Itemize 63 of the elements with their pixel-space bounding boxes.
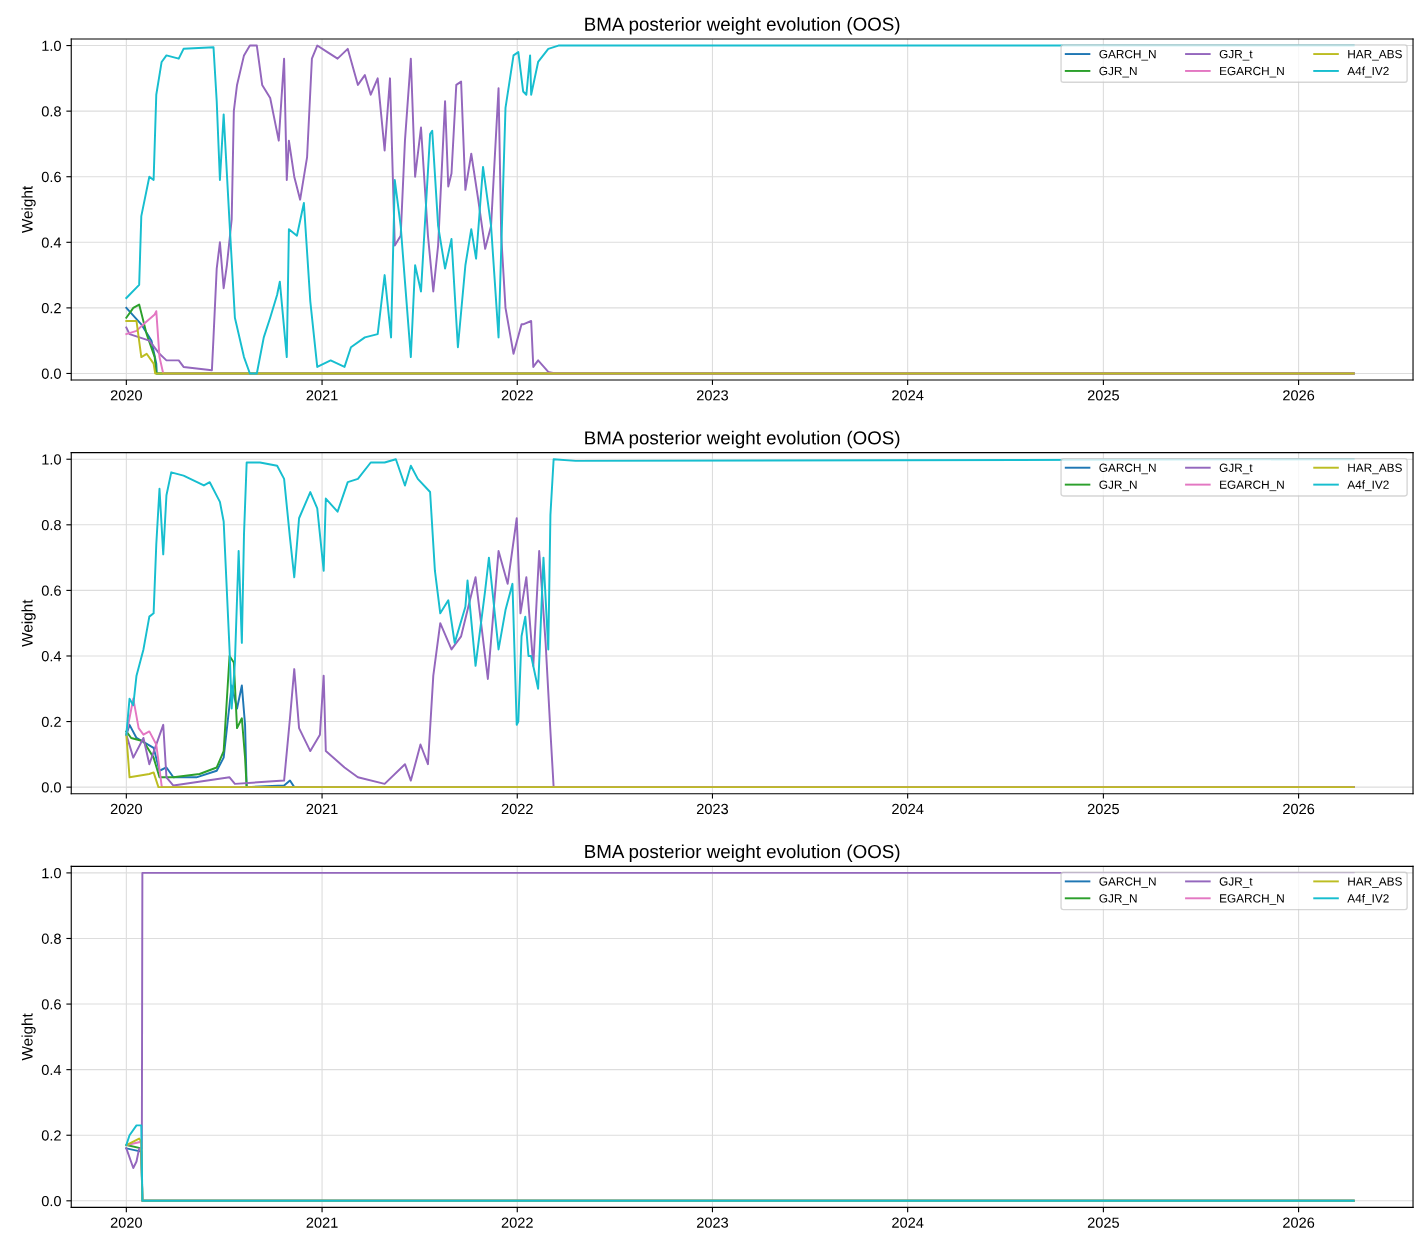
legend-label: GJR_t	[1219, 877, 1253, 888]
x-tick-label: 2020	[110, 390, 142, 401]
y-tick-label: 0.2	[41, 716, 61, 727]
x-tick-label: 2021	[306, 390, 338, 401]
y-tick-label: 1.0	[42, 454, 61, 465]
x-tick-label: 2025	[1087, 390, 1119, 401]
x-tick-label: 2020	[110, 1217, 142, 1228]
x-tick-label: 2021	[306, 1217, 338, 1228]
x-tick-label: 2026	[1283, 390, 1315, 401]
x-tick-label: 2022	[501, 803, 533, 815]
legend-label: GARCH_N	[1099, 49, 1156, 61]
chart-title: BMA posterior weight evolution (OOS)	[585, 17, 900, 35]
legend-label: GARCH_N	[1099, 463, 1156, 475]
y-tick-label: 0.4	[41, 651, 62, 662]
y-tick-label: 0.8	[41, 933, 61, 944]
legend-label: EGARCH_N	[1220, 894, 1284, 905]
y-tick-label: 0.8	[41, 106, 61, 117]
chart-title: BMA posterior weight evolution (OOS)	[585, 430, 900, 449]
x-tick-label: 2022	[501, 390, 533, 401]
x-tick-label: 2025	[1087, 803, 1119, 815]
y-tick-label: 0.4	[41, 1064, 62, 1076]
legend-label: EGARCH_N	[1220, 66, 1284, 78]
legend-label: GJR_N	[1099, 66, 1137, 78]
legend-label: A4f_IV2	[1347, 480, 1389, 492]
legend-label: HAR_ABS	[1348, 877, 1402, 888]
x-tick-label: 2023	[696, 803, 729, 815]
legend-label: EGARCH_N	[1220, 480, 1284, 492]
y-tick-label: 0.0	[41, 368, 61, 379]
legend-label: GJR_t	[1219, 49, 1253, 61]
x-tick-label: 2024	[892, 803, 924, 815]
y-tick-label: 0.8	[41, 519, 61, 531]
y-axis-title: Weight	[21, 1013, 36, 1061]
y-tick-label: 0.0	[41, 782, 61, 793]
x-tick-label: 2024	[892, 390, 924, 401]
y-tick-label: 1.0	[42, 40, 61, 51]
y-tick-label: 0.6	[41, 171, 61, 183]
legend-label: HAR_ABS	[1348, 463, 1402, 475]
y-tick-label: 0.4	[41, 237, 62, 248]
y-tick-label: 0.0	[41, 1195, 61, 1207]
x-tick-label: 2021	[306, 803, 338, 815]
y-tick-label: 0.2	[41, 302, 61, 314]
x-tick-label: 2024	[892, 1217, 924, 1228]
legend-label: GJR_N	[1099, 894, 1137, 905]
legend-label: HAR_ABS	[1348, 49, 1402, 61]
legend-label: A4f_IV2	[1347, 66, 1389, 78]
y-tick-label: 1.0	[42, 868, 61, 879]
x-tick-label: 2020	[110, 803, 142, 815]
y-tick-label: 0.2	[41, 1130, 61, 1141]
y-tick-label: 0.6	[41, 999, 61, 1010]
y-tick-label: 0.6	[41, 585, 61, 596]
y-axis-title: Weight	[21, 185, 36, 234]
x-tick-label: 2022	[501, 1217, 533, 1228]
legend-label: GJR_N	[1099, 480, 1137, 492]
x-tick-label: 2023	[696, 1217, 729, 1228]
legend-label: A4f_IV2	[1347, 893, 1389, 905]
chart-title: BMA posterior weight evolution (OOS)	[585, 844, 900, 862]
legend-label: GARCH_N	[1099, 877, 1156, 888]
y-axis-title: Weight	[21, 599, 36, 647]
x-tick-label: 2026	[1283, 803, 1315, 815]
x-tick-label: 2025	[1087, 1217, 1119, 1228]
x-tick-label: 2023	[696, 390, 729, 401]
x-tick-label: 2026	[1283, 1217, 1315, 1228]
legend-label: GJR_t	[1219, 463, 1253, 475]
